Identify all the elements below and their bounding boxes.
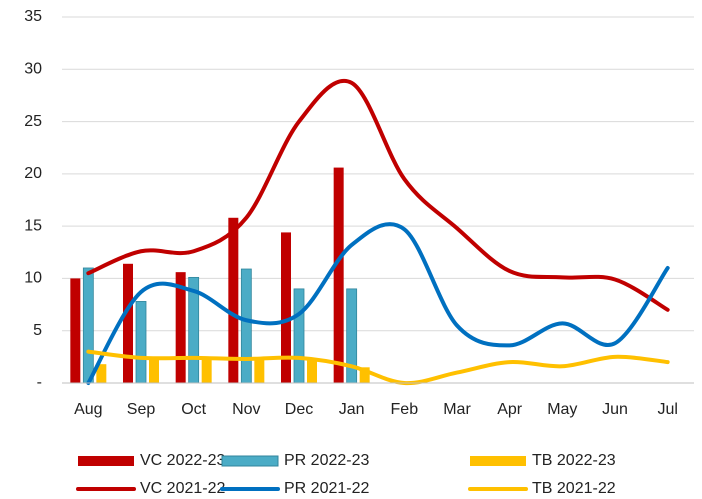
y-tick-label: 20 [24,165,42,182]
x-tick-label: Sep [127,401,156,418]
bar [149,359,159,383]
x-tick-label: Feb [391,401,419,418]
x-tick-label: Dec [285,401,313,418]
y-tick-label: 25 [24,113,42,130]
bar [70,278,81,383]
bar [96,364,107,383]
bar [175,272,186,383]
bar [254,358,265,383]
x-tick-label: Mar [443,401,471,418]
y-tick-label: 30 [24,61,42,78]
bar [82,267,94,384]
legend-swatch [221,455,279,467]
legend-swatch [78,456,134,466]
bar [135,301,147,384]
y-tick-label: 35 [24,8,42,25]
x-tick-label: Oct [181,401,206,418]
x-tick-label: Aug [74,401,102,418]
x-tick-label: Jul [657,401,677,418]
legend-label: TB 2021-22 [532,480,616,497]
legend-label: TB 2022-23 [532,452,616,469]
legend-label: VC 2022-23 [140,452,225,469]
bar [359,367,370,383]
legend-swatch [470,456,526,466]
legend-label: VC 2021-22 [140,480,225,497]
bar [201,358,212,383]
bar [333,167,344,383]
legend-label: PR 2021-22 [284,480,369,497]
x-tick-label: Nov [232,401,260,418]
x-tick-label: Jan [339,401,365,418]
x-tick-label: May [547,401,577,418]
bar [228,217,239,383]
bar [293,288,305,384]
line [86,349,670,386]
y-tick-label: - [37,374,42,391]
line [86,78,670,312]
legend-label: PR 2022-23 [284,452,369,469]
y-tick-label: 15 [24,217,42,234]
line [86,222,670,385]
bar [281,232,291,383]
bar [240,268,252,384]
x-tick-label: Apr [497,401,523,418]
x-tick-label: Jun [602,401,628,418]
y-tick-label: 10 [24,270,42,287]
y-tick-label: 5 [33,322,42,339]
bar [307,358,317,383]
bar [123,263,133,383]
